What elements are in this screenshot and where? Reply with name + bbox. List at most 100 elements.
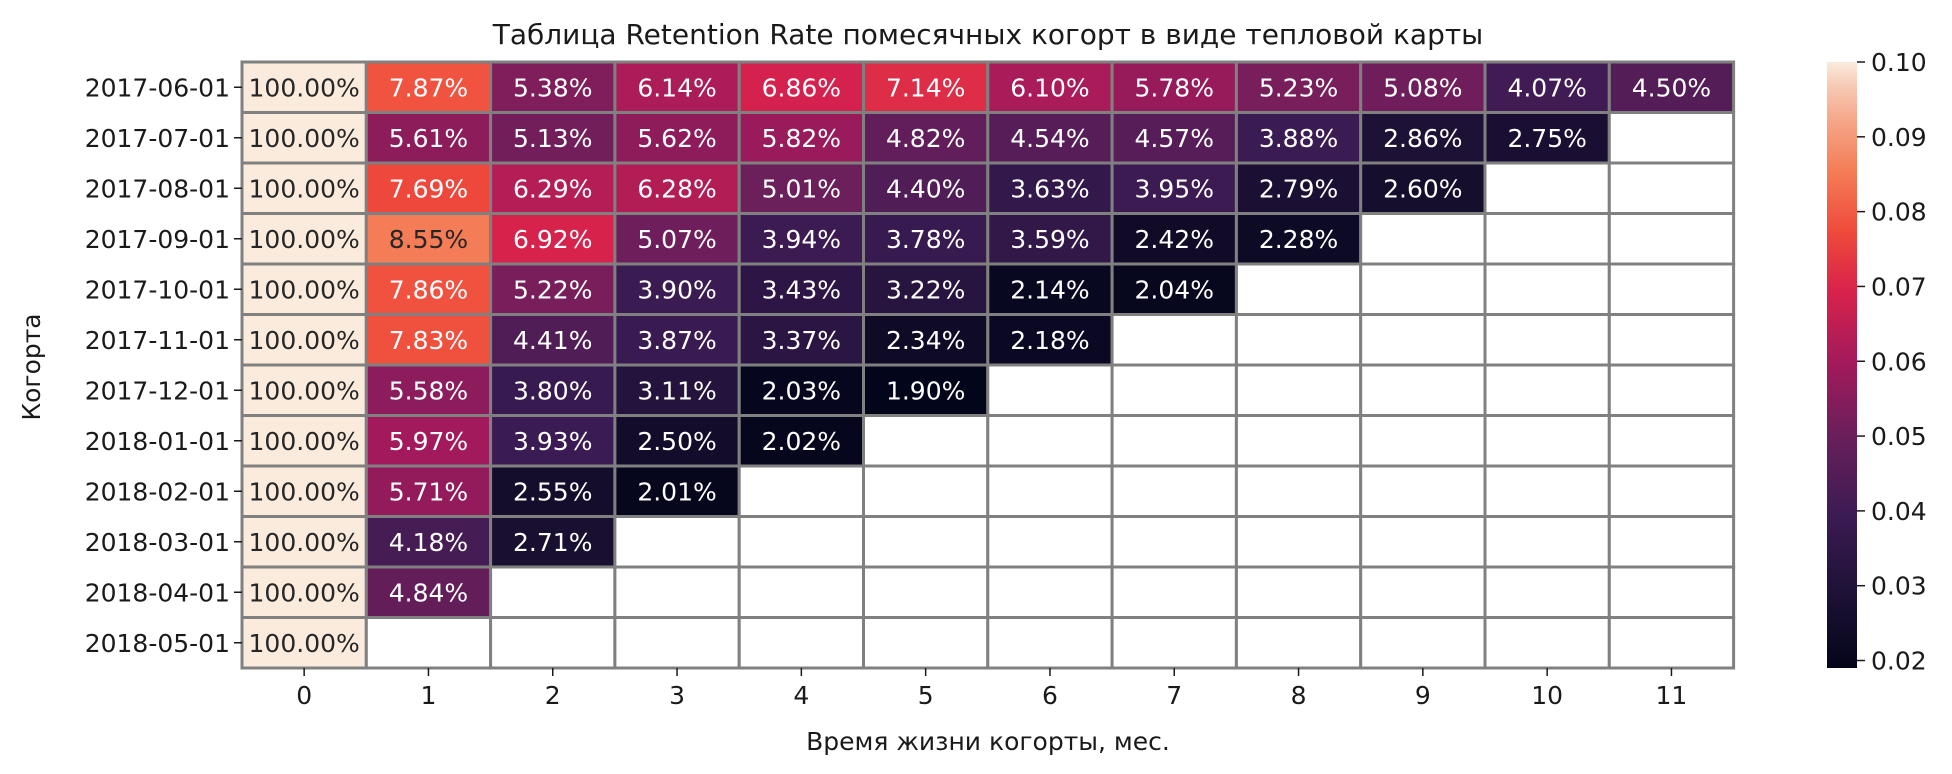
cell-label: 2.14%: [1010, 275, 1089, 304]
cell-label: 3.78%: [886, 225, 965, 254]
cell-label: 5.08%: [1383, 73, 1462, 102]
heatmap-cell: [364, 515, 493, 569]
heatmap-cell: [737, 515, 866, 569]
heatmap-cell: [1359, 212, 1487, 266]
heatmap-cell: [1110, 262, 1238, 316]
cell-label: 6.14%: [637, 73, 716, 102]
heatmap-cell: [986, 616, 1114, 670]
y-tick-label: 2017-08-01: [85, 174, 230, 203]
heatmap-cell: [489, 262, 617, 316]
heatmap-cell: [1359, 565, 1487, 619]
heatmap-cell: [1607, 60, 1736, 114]
heatmap-cell: [1607, 363, 1736, 417]
heatmap-cell: [1359, 262, 1487, 316]
y-axis: 2017-06-01 2017-07-01 2017-08-01 2017-09-01…: [85, 73, 242, 658]
x-tick-label: 5: [918, 681, 934, 710]
cell-label: 100.00%: [249, 174, 360, 203]
cell-label: 5.58%: [389, 376, 468, 405]
cell-label: 3.88%: [1259, 124, 1338, 153]
heatmap-cell: [1234, 515, 1363, 569]
heatmap-cell: [1483, 111, 1611, 165]
heatmap-cell: [1359, 414, 1487, 468]
x-tick-label: 8: [1291, 681, 1307, 710]
heatmap-cell: [737, 111, 866, 165]
heatmap-cell: [1234, 616, 1363, 670]
cell-label: 4.41%: [513, 326, 592, 355]
cell-label: 2.71%: [513, 528, 592, 557]
cell-label: 3.90%: [637, 275, 716, 304]
heatmap-cell: [1234, 464, 1363, 518]
cell-label: 7.86%: [389, 275, 468, 304]
heatmap-cell: [862, 313, 990, 367]
heatmap-cell: [1110, 464, 1238, 518]
heatmap-cell: [1483, 161, 1611, 215]
heatmap-cell: [1607, 616, 1736, 670]
cell-label: 5.82%: [762, 124, 841, 153]
cell-label: 2.28%: [1259, 225, 1338, 254]
y-tick-label: 2017-11-01: [85, 326, 230, 355]
cell-label: 2.01%: [637, 477, 716, 506]
heatmap-cell: [1110, 515, 1238, 569]
cell-label: 5.97%: [389, 427, 468, 456]
colorbar: [1827, 62, 1857, 668]
cell-label: 6.92%: [513, 225, 592, 254]
heatmap-cell: [986, 414, 1114, 468]
cell-label: 100.00%: [249, 326, 360, 355]
cell-label: 2.42%: [1135, 225, 1214, 254]
heatmap-cell: [489, 212, 617, 266]
cell-label: 2.04%: [1135, 275, 1214, 304]
cell-label: 2.55%: [513, 477, 592, 506]
colorbar-tick-label: 0.06: [1871, 347, 1927, 376]
heatmap-cell: [613, 414, 741, 468]
cell-label: 4.84%: [389, 578, 468, 607]
y-tick-label: 2017-06-01: [85, 73, 230, 102]
cell-label: 6.29%: [513, 174, 592, 203]
cell-label: 100.00%: [249, 73, 360, 102]
cell-label: 4.54%: [1010, 124, 1089, 153]
cell-label: 7.87%: [389, 73, 468, 102]
cell-label: 100.00%: [249, 124, 360, 153]
heatmap-cell: [1607, 515, 1736, 569]
cell-label: 2.86%: [1383, 124, 1462, 153]
cell-label: 100.00%: [249, 427, 360, 456]
heatmap-cell: [1483, 414, 1611, 468]
cell-label: 100.00%: [249, 578, 360, 607]
heatmap-cell-labels: 100.00% 7.87% 5.38% 6.14% 6.86% 7.14% 6.10% 5.7…: [249, 73, 1712, 658]
heatmap-cell: [364, 111, 493, 165]
heatmap-cell: [364, 565, 493, 619]
heatmap-cell: [1110, 60, 1238, 114]
cell-label: 100.00%: [249, 275, 360, 304]
cell-label: 5.61%: [389, 124, 468, 153]
heatmap-cell: [613, 111, 741, 165]
cell-label: 5.13%: [513, 124, 592, 153]
cell-label: 7.69%: [389, 174, 468, 203]
y-tick-label: 2017-09-01: [85, 225, 230, 254]
cell-label: 3.22%: [886, 275, 965, 304]
heatmap-cell: [1234, 414, 1363, 468]
cell-label: 100.00%: [249, 528, 360, 557]
heatmap-cell: [1234, 262, 1363, 316]
heatmap-cell: [737, 616, 866, 670]
heatmap-cell: [1483, 464, 1611, 518]
cell-label: 3.93%: [513, 427, 592, 456]
y-tick-label: 2018-04-01: [85, 578, 230, 607]
y-tick-label: 2018-03-01: [85, 528, 230, 557]
x-tick-label: 4: [793, 681, 809, 710]
cell-label: 3.43%: [762, 275, 841, 304]
heatmap-cell: [862, 60, 990, 114]
heatmap-cell: [862, 464, 990, 518]
cell-label: 6.28%: [637, 174, 716, 203]
heatmap-cell: [862, 515, 990, 569]
cell-label: 4.18%: [389, 528, 468, 557]
heatmap-cell: [1359, 313, 1487, 367]
cell-label: 6.86%: [762, 73, 841, 102]
heatmap-cell: [862, 161, 990, 215]
cell-label: 8.55%: [389, 225, 468, 254]
y-tick-label: 2017-07-01: [85, 124, 230, 153]
cell-label: 4.82%: [886, 124, 965, 153]
x-tick-label: 10: [1531, 681, 1563, 710]
colorbar-tick-label: 0.03: [1871, 572, 1927, 601]
cell-label: 100.00%: [249, 477, 360, 506]
heatmap-cell: [489, 515, 617, 569]
heatmap-cell: [1110, 161, 1238, 215]
